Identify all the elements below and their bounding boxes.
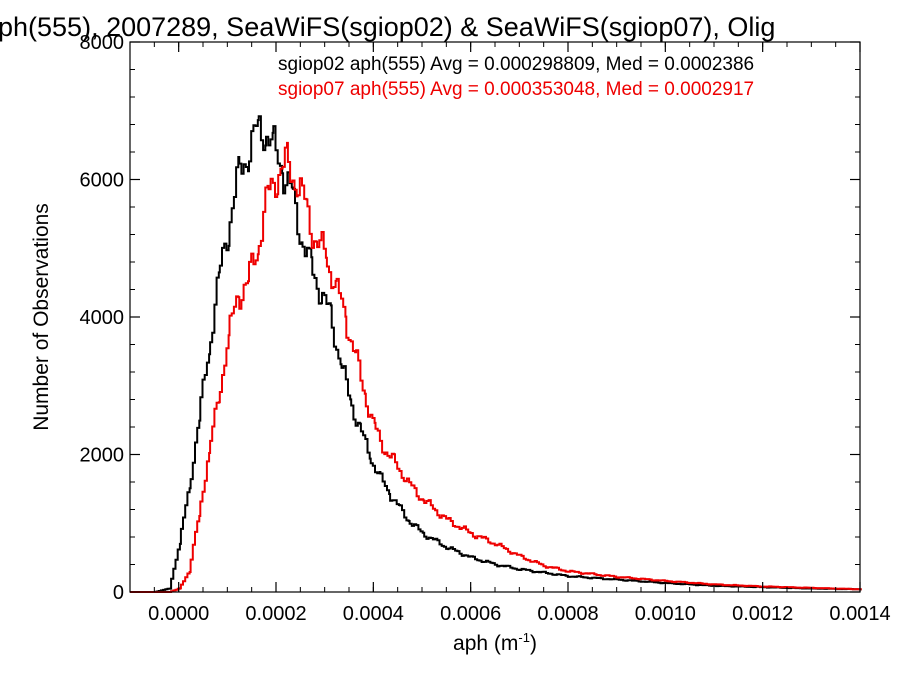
x-tick-label: 0.0002 (245, 603, 306, 625)
x-tick-label: 0.0008 (537, 603, 598, 625)
x-axis-label-text: aph (m (453, 632, 518, 655)
x-tick-label: 0.0000 (148, 603, 209, 625)
plot-area: 0.0000 0.0002 0.0004 0.0006 0.0008 0.0010 0.00… (80, 32, 891, 625)
y-tick-label: 4000 (80, 307, 125, 329)
x-tick-label: 0.0012 (732, 603, 793, 625)
x-tick-label: 0.0006 (440, 603, 501, 625)
x-tick-label: 0.0014 (829, 603, 890, 625)
annotation-sgiop07: sgiop07 aph(555) Avg = 0.000353048, Med … (278, 79, 754, 100)
x-tick-label: 0.0004 (343, 603, 404, 625)
y-tick-label: 0 (113, 582, 124, 604)
x-axis-label-superscript: -1 (518, 630, 530, 645)
x-tick-label: 0.0010 (635, 603, 696, 625)
y-tick-label: 6000 (80, 170, 125, 192)
y-tick-label: 2000 (80, 445, 125, 467)
series-1-line (130, 141, 862, 593)
x-axis-label: aph (m-1) (453, 630, 537, 655)
x-axis-label-close: ) (530, 632, 537, 655)
annotation-sgiop02: sgiop02 aph(555) Avg = 0.000298809, Med … (278, 54, 754, 75)
y-axis-label: Number of Observations (30, 203, 53, 431)
chart-title: ph(555), 2007289, SeaWiFS(sgiop02) & Sea… (0, 12, 775, 42)
y-tick-label: 8000 (80, 32, 125, 54)
series-0-line (130, 115, 862, 593)
